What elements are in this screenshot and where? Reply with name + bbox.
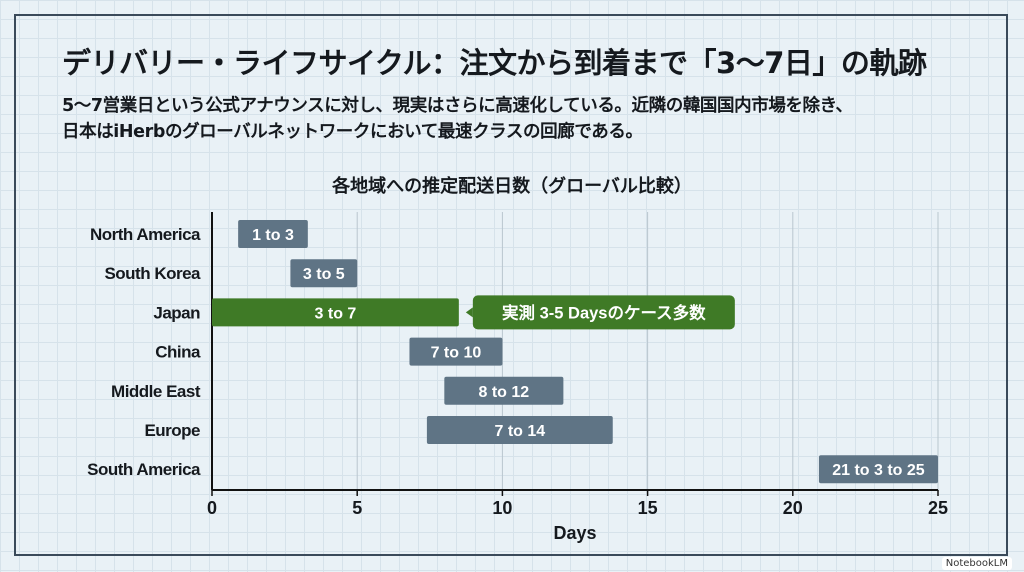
slide-title: デリバリー・ライフサイクル：注文から到着まで「3〜7日」の軌跡 [62, 46, 927, 80]
notebooklm-watermark: NotebookLM [941, 557, 1012, 570]
bar-south-korea [290, 259, 358, 288]
x-tick-label: 0 [207, 498, 217, 518]
x-axis-label: Days [553, 523, 596, 543]
bar-japan [212, 298, 459, 327]
bar-label: 1 to 3 [252, 227, 294, 244]
bar-label: 7 to 10 [431, 345, 482, 362]
bar-label: 3 to 7 [315, 305, 357, 322]
bar-label: 8 to 12 [479, 384, 530, 401]
category-label: Japan [153, 303, 200, 322]
x-tick-label: 15 [638, 498, 658, 518]
category-label: Middle East [111, 382, 201, 401]
x-tick-label: 5 [352, 498, 362, 518]
bar-label: 3 to 5 [303, 266, 345, 283]
slide-frame [14, 14, 1008, 556]
bar-middle-east [444, 376, 564, 405]
category-label: Europe [144, 421, 200, 440]
bar-china [409, 337, 503, 366]
subtitle-line-2: 日本はiHerbのグローバルネットワークにおいて最速クラスの回廊である。 [62, 122, 643, 142]
callout-annotation: 実測 3-5 Daysのケース多数 [502, 302, 706, 322]
bar-label: 21 to 3 to 25 [832, 462, 925, 479]
category-label: South Korea [104, 264, 201, 283]
x-tick-label: 20 [783, 498, 803, 518]
chart-title: 各地域への推定配送日数（グローバル比較） [332, 176, 692, 197]
category-label: North America [90, 225, 201, 244]
bar-label: 7 to 14 [494, 423, 545, 440]
bar-europe [426, 416, 613, 444]
bar-north-america [238, 220, 308, 248]
category-label: South America [87, 460, 201, 479]
x-tick-label: 25 [928, 498, 948, 518]
category-label: China [155, 343, 201, 362]
subtitle-line-1: 5〜7営業日という公式アナウンスに対し、現実はさらに高速化している。近隣の韓国国… [62, 96, 853, 116]
callout-pointer [465, 307, 473, 318]
callout-box [472, 295, 735, 330]
bar-south-america [818, 455, 938, 484]
x-tick-label: 10 [492, 498, 512, 518]
